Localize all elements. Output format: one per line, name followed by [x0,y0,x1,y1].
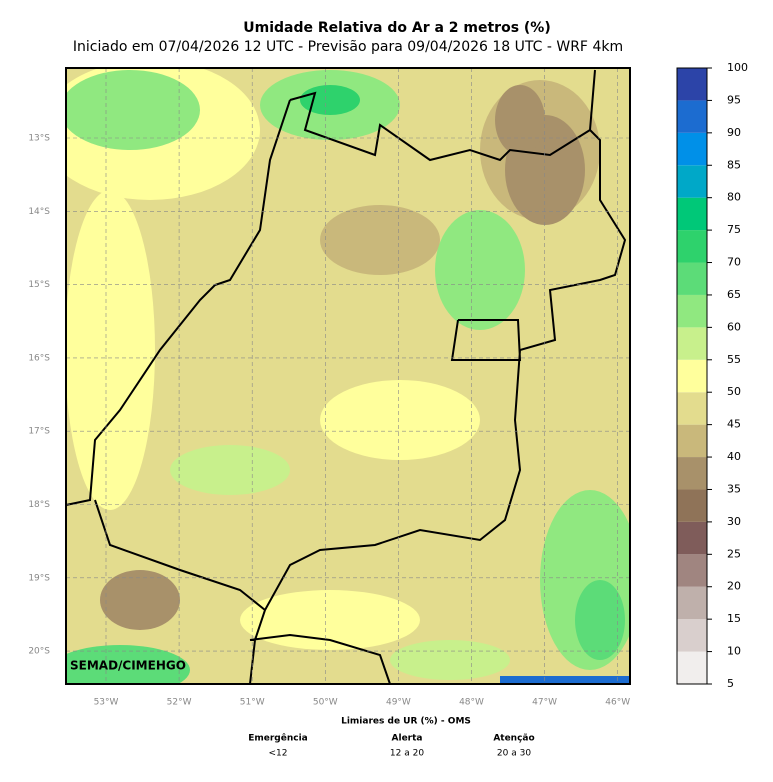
legend-level-range: <12 [269,749,288,759]
lat-label: 15°S [28,280,50,290]
colorbar-label: 50 [727,385,741,398]
lat-label: 13°S [28,134,50,144]
colorbar-label: 20 [727,580,741,593]
colorbar-bin [677,554,707,587]
colorbar-label: 95 [727,93,741,106]
lat-label: 14°S [28,207,50,217]
lon-label: 51°W [240,698,265,708]
colorbar-label: 85 [727,158,741,171]
lon-label: 52°W [167,698,192,708]
legend-level-range: 12 a 20 [390,749,424,759]
legend-title: Limiares de UR (%) - OMS [341,717,471,727]
colorbar-bin [677,651,707,684]
lon-label: 46°W [605,698,630,708]
humidity-field [66,68,630,684]
colorbar-label: 15 [727,612,741,625]
colorbar-label: 90 [727,126,741,139]
colorbar-label: 35 [727,482,741,495]
colorbar-bin [677,392,707,425]
colorbar-bin [677,457,707,490]
lat-label: 18°S [28,500,50,510]
colorbar-bin [677,359,707,393]
colorbar-label: 55 [727,353,741,366]
colorbar-bin [677,197,707,231]
colorbar-bin [677,230,707,263]
colorbar-label: 75 [727,223,741,236]
colorbar-label: 30 [727,515,741,528]
legend-level-name: Atenção [493,734,534,744]
state-boundary [65,69,627,685]
lat-label: 19°S [28,573,50,583]
lat-label: 17°S [28,427,50,437]
colorbar-bin [677,165,707,198]
colorbar-label: 70 [727,256,741,269]
colorbar-bin [677,489,707,522]
colorbar-bin [677,294,707,328]
credit: SEMAD/CIMEHGO [70,659,186,673]
lon-label: 53°W [94,698,119,708]
colorbar-bin [677,586,707,620]
colorbar-bin [677,132,707,166]
legend-level-name: Emergência [248,733,308,744]
colorbar-bin [677,262,707,295]
map-frame [65,67,631,685]
lat-label: 16°S [28,353,50,363]
colorbar-bin [677,521,707,555]
colorbar-label: 100 [727,61,748,74]
lon-label: 47°W [532,698,557,708]
colorbar-bin [677,327,707,360]
colorbar-label: 25 [727,547,741,560]
lon-label: 49°W [386,698,411,708]
title: Umidade Relativa do Ar a 2 metros (%) [243,20,550,36]
legend-level-name: Alerta [392,734,423,744]
colorbar-label: 80 [727,191,741,204]
lat-label: 20°S [28,647,50,657]
colorbar-bin [677,424,707,458]
legend-level-range: 20 a 30 [497,749,531,759]
colorbar-bin [677,619,707,652]
colorbar-bin [677,68,707,101]
colorbar-frame [676,67,708,685]
colorbar-label: 60 [727,320,741,333]
lon-label: 48°W [459,698,484,708]
colorbar-bin [677,100,707,133]
colorbar-label: 40 [727,450,741,463]
colorbar-label: 10 [727,645,741,658]
subtitle: Iniciado em 07/04/2026 12 UTC - Previsão… [73,39,623,55]
colorbar-label: 45 [727,418,741,431]
lon-label: 50°W [313,698,338,708]
colorbar-label: 65 [727,288,741,301]
colorbar-label: 5 [727,677,734,690]
